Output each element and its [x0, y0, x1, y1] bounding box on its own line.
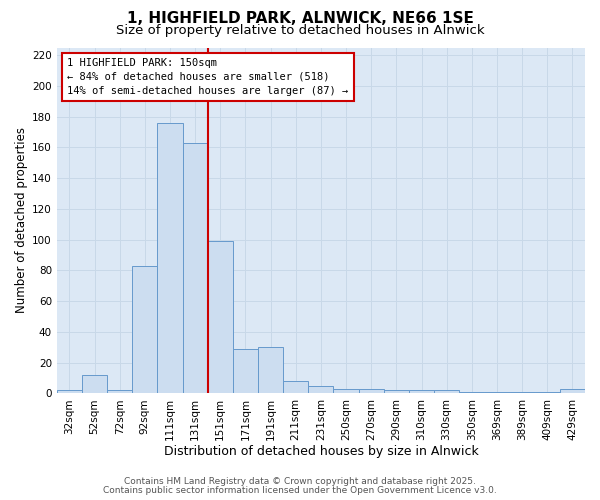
Bar — [233, 349, 258, 394]
Text: Contains public sector information licensed under the Open Government Licence v3: Contains public sector information licen… — [103, 486, 497, 495]
Bar — [409, 390, 434, 394]
Bar — [283, 381, 308, 394]
Bar — [157, 123, 182, 394]
Text: 1, HIGHFIELD PARK, ALNWICK, NE66 1SE: 1, HIGHFIELD PARK, ALNWICK, NE66 1SE — [127, 11, 473, 26]
Bar — [434, 390, 459, 394]
Bar — [484, 392, 509, 394]
Bar — [258, 347, 283, 394]
Bar — [182, 143, 208, 394]
Bar — [560, 388, 585, 394]
Bar — [107, 390, 132, 394]
Bar — [509, 392, 535, 394]
Bar — [334, 388, 359, 394]
Y-axis label: Number of detached properties: Number of detached properties — [15, 128, 28, 314]
Bar — [384, 390, 409, 394]
Bar — [82, 375, 107, 394]
Bar — [57, 390, 82, 394]
Bar — [208, 241, 233, 394]
Bar — [535, 392, 560, 394]
Bar — [132, 266, 157, 394]
Bar — [459, 392, 484, 394]
Text: Contains HM Land Registry data © Crown copyright and database right 2025.: Contains HM Land Registry data © Crown c… — [124, 477, 476, 486]
X-axis label: Distribution of detached houses by size in Alnwick: Distribution of detached houses by size … — [164, 444, 478, 458]
Bar — [308, 386, 334, 394]
Bar — [359, 388, 384, 394]
Text: 1 HIGHFIELD PARK: 150sqm
← 84% of detached houses are smaller (518)
14% of semi-: 1 HIGHFIELD PARK: 150sqm ← 84% of detach… — [67, 58, 349, 96]
Text: Size of property relative to detached houses in Alnwick: Size of property relative to detached ho… — [116, 24, 484, 37]
